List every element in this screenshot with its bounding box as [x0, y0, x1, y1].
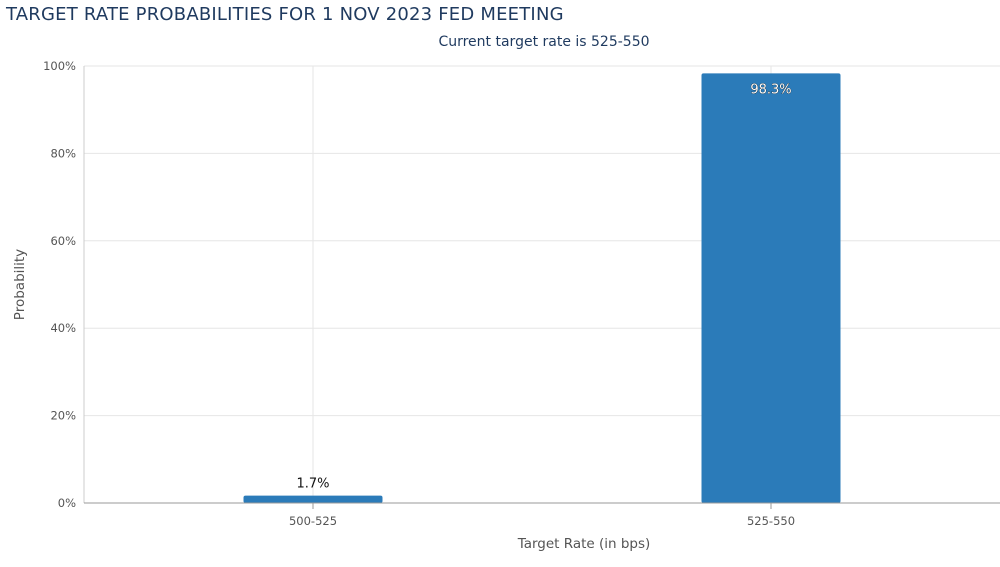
- y-tick-label: 100%: [43, 59, 76, 73]
- x-tick-label: 525-550: [747, 514, 795, 528]
- y-tick-label: 60%: [50, 234, 76, 248]
- y-tick-label: 20%: [50, 409, 76, 423]
- chart-subtitle: Current target rate is 525-550: [438, 34, 650, 50]
- bar-data-label: 98.3%: [750, 82, 791, 97]
- chart-title: TARGET RATE PROBABILITIES FOR 1 NOV 2023…: [6, 4, 564, 25]
- x-tick-label: 500-525: [289, 514, 337, 528]
- bar: [243, 495, 383, 503]
- y-tick-label: 80%: [50, 146, 76, 160]
- x-axis-title: Target Rate (in bps): [517, 536, 651, 552]
- y-tick-label: 0%: [58, 496, 76, 510]
- bar: [701, 73, 841, 503]
- y-tick-label: 40%: [50, 321, 76, 335]
- bar-data-label: 1.7%: [296, 477, 329, 492]
- y-axis-title: Probability: [12, 249, 28, 320]
